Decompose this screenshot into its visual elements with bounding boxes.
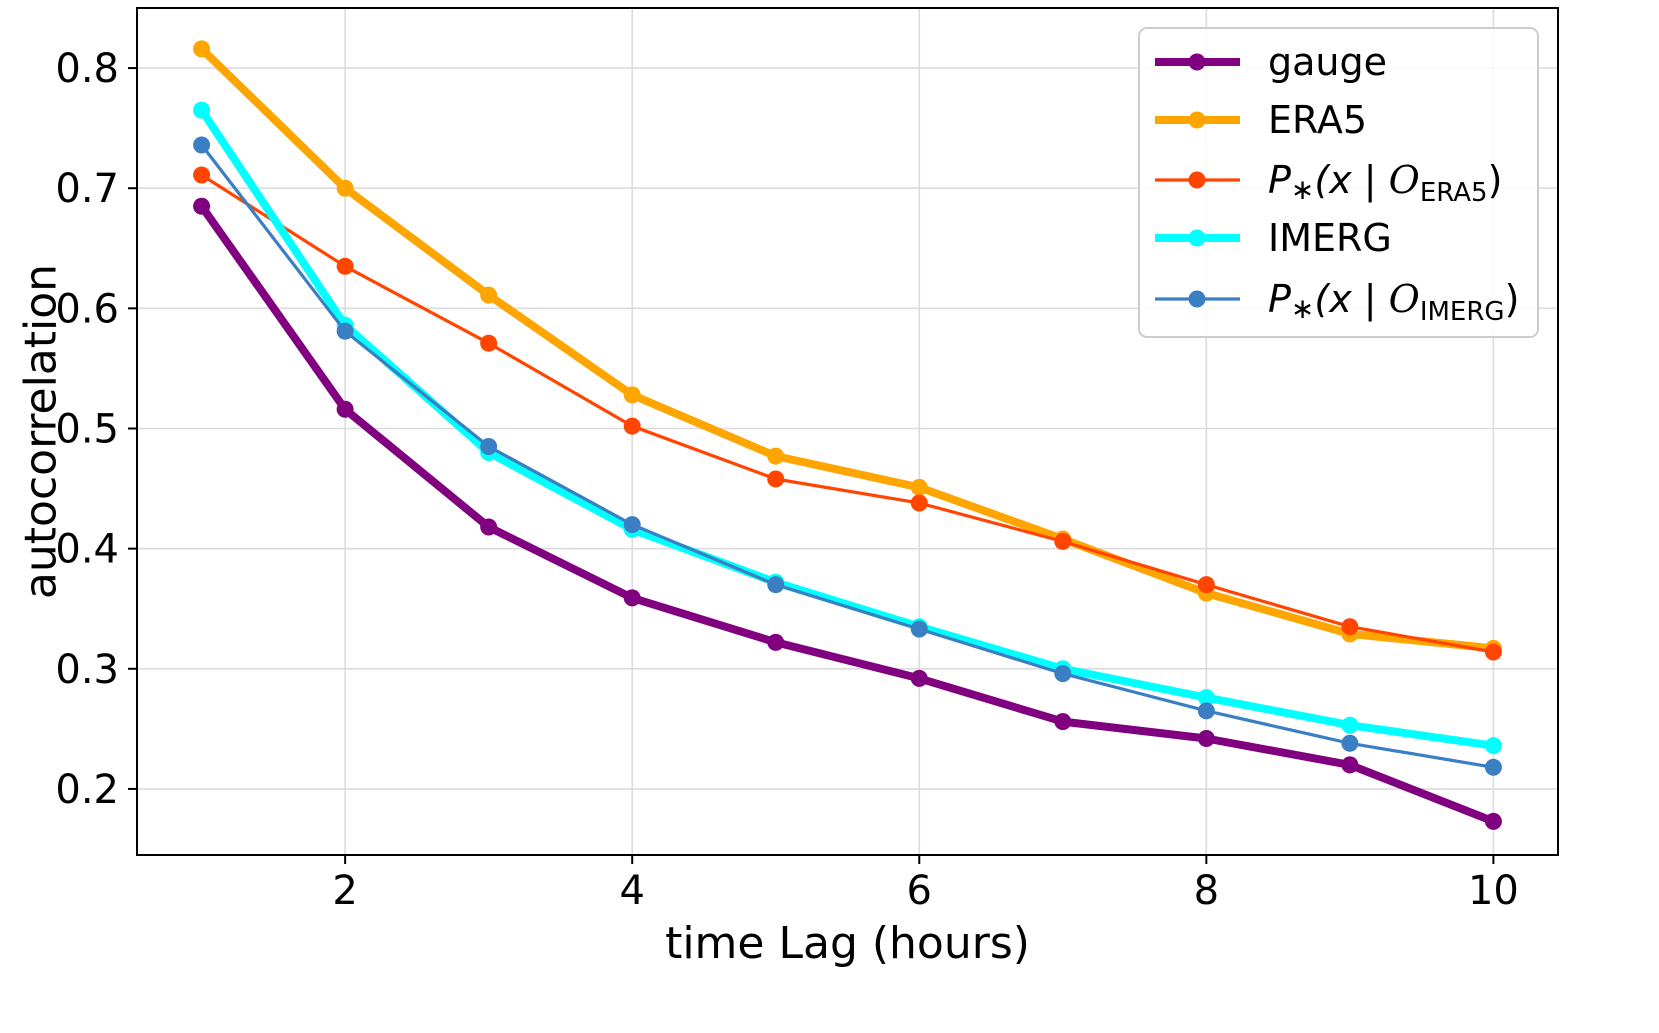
data-point-era5 (623, 386, 641, 404)
data-point-gauge (480, 518, 498, 536)
y-tick-label: 0.2 (55, 767, 119, 813)
legend-label-open: (x | (1314, 277, 1388, 322)
legend-label: ERA5 (1268, 98, 1367, 142)
data-point-imerg (1197, 689, 1215, 707)
legend-swatch-marker (1188, 53, 1206, 71)
legend-label-sub: IMERG (1420, 297, 1505, 327)
y-tick-label: 0.3 (55, 647, 119, 693)
ticks: 2 4 6 8 10 0.2 0.3 0.4 0.5 0.6 0.7 0.8 (55, 46, 1518, 914)
legend-label-p: P (1268, 158, 1291, 202)
legend-swatch-marker (1188, 171, 1206, 189)
data-point-p-imerg (1484, 758, 1502, 776)
y-tick-label: 0.6 (55, 286, 119, 332)
data-point-p-imerg (1341, 734, 1359, 752)
legend-swatch-marker (1188, 229, 1206, 247)
legend-label-script: O (1389, 158, 1420, 202)
legend-item-p-imerg: P∗(x | OIMERG) (1155, 277, 1519, 327)
legend-box (1138, 27, 1539, 338)
legend-label: P∗(x | OIMERG) (1268, 277, 1519, 327)
y-tick-label: 0.7 (55, 166, 119, 212)
data-point-imerg (193, 101, 211, 119)
legend-swatch-marker (1188, 111, 1206, 129)
legend-label-script: O (1389, 277, 1420, 321)
legend-item-imerg: IMERG (1155, 216, 1392, 260)
series-gauge (193, 197, 1502, 830)
y-axis-label: autocorrelation (15, 264, 66, 599)
data-point-p-imerg (1054, 665, 1072, 683)
y-tick-label: 0.5 (55, 406, 119, 452)
x-tick-label: 4 (619, 868, 644, 914)
data-point-p-imerg (910, 620, 928, 638)
legend-swatch-marker (1188, 290, 1206, 308)
legend-item-gauge: gauge (1155, 40, 1387, 84)
data-point-p-era5 (480, 334, 498, 352)
data-point-p-era5 (623, 417, 641, 435)
legend-label-text: gauge (1268, 40, 1387, 84)
data-point-gauge (910, 669, 928, 687)
series-group (193, 40, 1502, 830)
data-point-gauge (767, 633, 785, 651)
data-point-era5 (910, 478, 928, 496)
legend-label-close: ) (1488, 158, 1503, 202)
series-line-gauge (197, 202, 1498, 826)
data-point-era5 (480, 286, 498, 304)
x-tick-label: 6 (907, 868, 932, 914)
data-point-p-era5 (1341, 618, 1359, 636)
x-axis-label: time Lag (hours) (665, 918, 1030, 969)
data-point-p-imerg (480, 438, 498, 456)
data-point-imerg (1341, 716, 1359, 734)
legend-label-close: ) (1505, 277, 1520, 321)
data-point-gauge (1484, 812, 1502, 830)
legend-label-p: P (1268, 277, 1291, 321)
y-tick-label: 0.8 (55, 46, 119, 92)
series-p-era5 (193, 166, 1502, 661)
data-point-p-era5 (767, 470, 785, 488)
data-point-p-imerg (1197, 702, 1215, 720)
x-tick-label: 2 (332, 868, 357, 914)
legend-item-era5: ERA5 (1155, 98, 1367, 142)
data-point-p-era5 (1054, 532, 1072, 550)
x-tick-label: 8 (1194, 868, 1219, 914)
data-point-p-imerg (767, 576, 785, 594)
series-line-era5 (197, 44, 1498, 653)
data-point-p-era5 (336, 257, 354, 275)
data-point-gauge (193, 197, 211, 215)
y-tick-label: 0.4 (55, 527, 119, 573)
series-line-p-era5 (200, 173, 1496, 654)
legend-label-text: ERA5 (1268, 98, 1367, 142)
data-point-p-era5 (1484, 643, 1502, 661)
legend-item-p-era5: P∗(x | OERA5) (1155, 158, 1502, 208)
data-point-p-era5 (1197, 576, 1215, 594)
legend-label: gauge (1268, 40, 1387, 84)
data-point-gauge (1197, 729, 1215, 747)
series-line-p-imerg (200, 143, 1496, 769)
data-point-p-imerg (336, 322, 354, 340)
data-point-p-era5 (193, 166, 211, 184)
x-tick-label: 10 (1468, 868, 1519, 914)
legend-label-text: IMERG (1268, 216, 1392, 260)
data-point-gauge (336, 400, 354, 418)
legend-label: IMERG (1268, 216, 1392, 260)
legend-label-star: ∗ (1291, 292, 1314, 325)
legend-label-star: ∗ (1291, 173, 1314, 206)
data-point-era5 (193, 40, 211, 58)
legend-label: P∗(x | OERA5) (1268, 158, 1502, 208)
plot-frame (136, 7, 1559, 856)
data-point-p-imerg (623, 516, 641, 534)
legend-label-sub: ERA5 (1420, 178, 1488, 208)
data-point-era5 (336, 179, 354, 197)
data-point-imerg (1484, 737, 1502, 755)
data-point-gauge (623, 589, 641, 607)
data-point-gauge (1054, 713, 1072, 731)
legend-label-open: (x | (1314, 158, 1388, 203)
data-point-gauge (1341, 756, 1359, 774)
data-point-p-era5 (910, 494, 928, 512)
series-p-imerg (193, 136, 1502, 776)
data-point-era5 (767, 447, 785, 465)
data-point-p-imerg (193, 136, 211, 154)
